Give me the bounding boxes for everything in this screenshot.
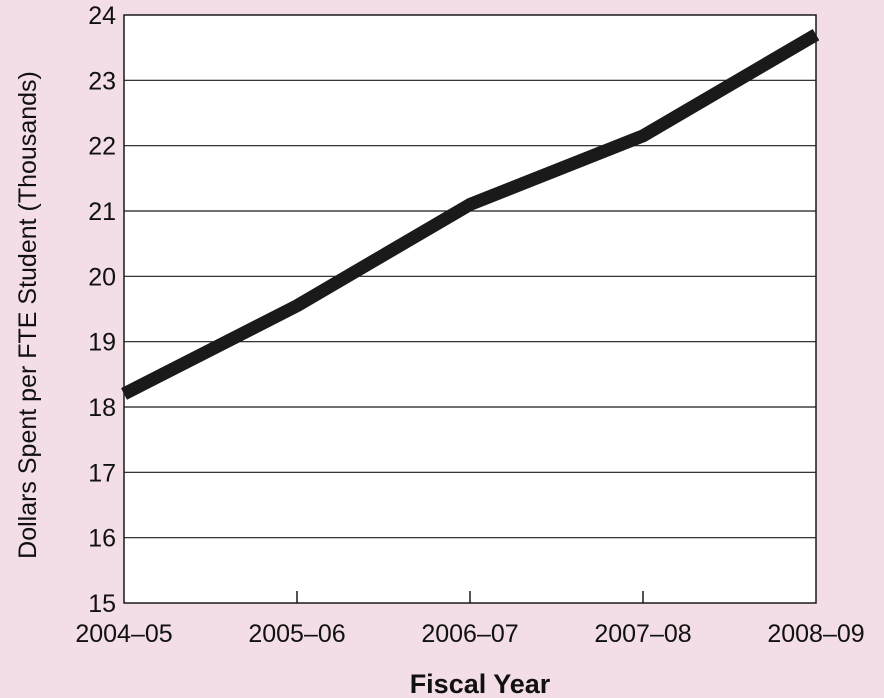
y-tick-label-16: 16 <box>88 525 116 553</box>
x-axis-title: Fiscal Year <box>410 669 551 698</box>
plot-area <box>124 15 816 603</box>
x-tick-label-1: 2005–06 <box>248 620 345 648</box>
y-tick-label-22: 22 <box>88 133 116 161</box>
data-point-0-3 <box>642 135 644 137</box>
y-axis-title: Dollars Spent per FTE Student (Thousands… <box>14 71 42 559</box>
y-tick-label-19: 19 <box>88 329 116 357</box>
y-axis-tick-labels: 15 16 17 18 19 20 21 22 23 24 <box>88 2 116 618</box>
data-point-0-4 <box>815 34 817 36</box>
y-tick-label-17: 17 <box>88 459 116 487</box>
y-tick-label-24: 24 <box>88 2 116 30</box>
y-tick-label-18: 18 <box>88 394 116 422</box>
y-tick-label-15: 15 <box>88 590 116 618</box>
data-point-0-2 <box>469 203 471 205</box>
x-axis-tick-labels: 2004–05 2005–06 2006–07 2007–08 2008–09 <box>75 620 864 648</box>
series-group <box>121 28 820 400</box>
x-tick-label-2: 2006–07 <box>421 620 518 648</box>
data-point-0-0 <box>123 393 125 395</box>
y-tick-label-21: 21 <box>88 198 116 226</box>
x-axis-ticks <box>296 591 644 603</box>
y-tick-label-23: 23 <box>88 67 116 95</box>
x-tick-label-0: 2004–05 <box>75 620 172 648</box>
x-tick-label-3: 2007–08 <box>594 620 691 648</box>
x-tick-label-4: 2008–09 <box>767 620 864 648</box>
plot-frame <box>123 14 817 604</box>
data-point-0-1 <box>296 305 298 307</box>
y-tick-label-20: 20 <box>88 263 116 291</box>
